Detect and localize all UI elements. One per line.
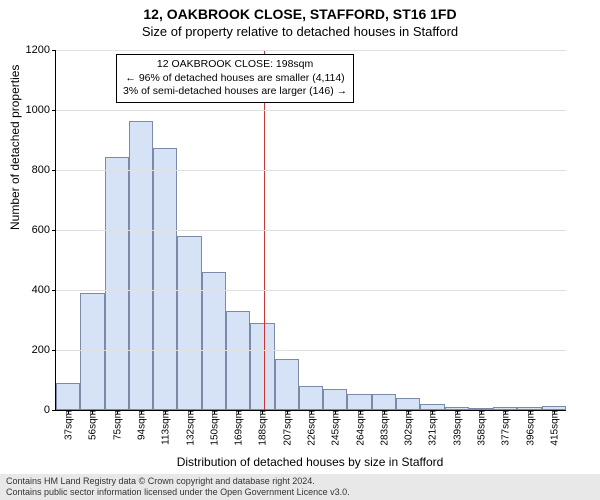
- bar: [226, 311, 250, 410]
- xtick-label: 94sqm: [135, 410, 148, 440]
- gridline: [56, 50, 566, 51]
- callout-line3: 3% of semi-detached houses are larger (1…: [123, 85, 347, 99]
- bar: [202, 272, 226, 410]
- ytick-label: 200: [32, 344, 56, 356]
- xtick-label: 169sqm: [232, 410, 245, 446]
- footer-line2: Contains public sector information licen…: [6, 487, 594, 498]
- chart-container: 12, OAKBROOK CLOSE, STAFFORD, ST16 1FD S…: [0, 0, 600, 500]
- y-axis-label: Number of detached properties: [8, 65, 22, 230]
- gridline: [56, 170, 566, 171]
- ytick-label: 1200: [26, 44, 56, 56]
- xtick-label: 415sqm: [547, 410, 560, 446]
- callout-box: 12 OAKBROOK CLOSE: 198sqm ← 96% of detac…: [116, 54, 354, 103]
- bar: [56, 383, 80, 410]
- bar: [105, 157, 129, 411]
- xtick-label: 132sqm: [183, 410, 196, 446]
- xtick-label: 358sqm: [475, 410, 488, 446]
- bar: [372, 394, 396, 411]
- xtick-label: 321sqm: [426, 410, 439, 446]
- xtick-label: 264sqm: [353, 410, 366, 446]
- page-title: 12, OAKBROOK CLOSE, STAFFORD, ST16 1FD: [0, 0, 600, 22]
- x-axis-label: Distribution of detached houses by size …: [55, 455, 565, 469]
- ytick-label: 1000: [26, 104, 56, 116]
- gridline: [56, 290, 566, 291]
- bar: [275, 359, 299, 410]
- xtick-label: 339sqm: [450, 410, 463, 446]
- bar: [323, 389, 347, 410]
- callout-line1: 12 OAKBROOK CLOSE: 198sqm: [123, 58, 347, 72]
- plot-area: 12 OAKBROOK CLOSE: 198sqm ← 96% of detac…: [55, 50, 566, 411]
- bar: [129, 121, 153, 411]
- xtick-label: 56sqm: [86, 410, 99, 440]
- xtick-label: 302sqm: [402, 410, 415, 446]
- ytick-label: 0: [44, 404, 56, 416]
- bar: [396, 398, 420, 410]
- xtick-label: 283sqm: [377, 410, 390, 446]
- gridline: [56, 230, 566, 231]
- xtick-label: 75sqm: [110, 410, 123, 440]
- bar: [299, 386, 323, 410]
- xtick-label: 150sqm: [207, 410, 220, 446]
- callout-line2: ← 96% of detached houses are smaller (4,…: [123, 72, 347, 86]
- footer: Contains HM Land Registry data © Crown c…: [0, 474, 600, 500]
- xtick-label: 37sqm: [62, 410, 75, 440]
- bar: [347, 394, 371, 411]
- bar: [80, 293, 104, 410]
- bar: [153, 148, 177, 411]
- ytick-label: 600: [32, 224, 56, 236]
- xtick-label: 188sqm: [256, 410, 269, 446]
- bar: [250, 323, 274, 410]
- footer-line1: Contains HM Land Registry data © Crown c…: [6, 476, 594, 487]
- ytick-label: 400: [32, 284, 56, 296]
- page-subtitle: Size of property relative to detached ho…: [0, 22, 600, 39]
- gridline: [56, 110, 566, 111]
- ytick-label: 800: [32, 164, 56, 176]
- xtick-label: 245sqm: [329, 410, 342, 446]
- gridline: [56, 350, 566, 351]
- xtick-label: 207sqm: [280, 410, 293, 446]
- xtick-label: 113sqm: [159, 410, 172, 445]
- xtick-label: 226sqm: [305, 410, 318, 446]
- xtick-label: 396sqm: [523, 410, 536, 446]
- xtick-label: 377sqm: [499, 410, 512, 446]
- bar: [177, 236, 201, 410]
